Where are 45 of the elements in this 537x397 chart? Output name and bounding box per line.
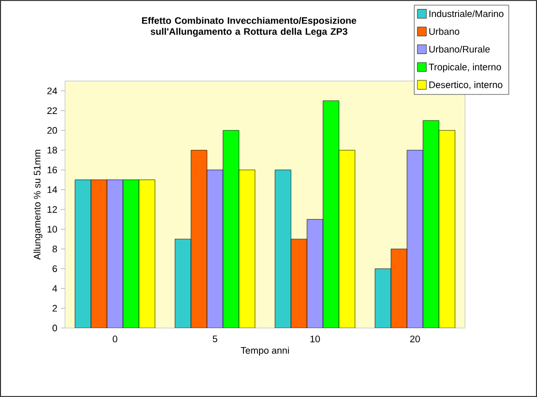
y-tick-label: 20 <box>47 127 58 134</box>
y-tick-label: 6 <box>52 265 57 272</box>
bar <box>406 150 424 328</box>
x-tick-label: 5 <box>212 336 218 342</box>
y-tick-label: 2 <box>52 304 57 312</box>
legend-label: Desertico, interno <box>429 81 502 90</box>
y-axis-title: Allungamento % su 51mm <box>34 150 42 260</box>
y-tick-label: 0 <box>52 324 58 332</box>
bar <box>438 130 456 328</box>
legend-label: Urbano <box>429 28 460 35</box>
bar <box>290 238 308 328</box>
y-tick-label: 10 <box>48 226 58 233</box>
bar <box>274 170 292 328</box>
x-tick-label: 0 <box>112 336 118 342</box>
bar <box>75 180 92 328</box>
bar <box>374 268 392 328</box>
bar <box>206 170 224 328</box>
bar <box>91 180 108 328</box>
bar <box>107 180 124 328</box>
bar <box>222 130 240 328</box>
bar <box>338 150 356 328</box>
bar <box>306 219 324 328</box>
legend-label: Industriale/Marino <box>429 10 504 18</box>
x-axis-title: Tempo anni <box>240 346 289 356</box>
y-tick-label: 12 <box>48 206 57 213</box>
x-tick-label: 10 <box>310 336 320 342</box>
bar <box>190 150 208 328</box>
y-tick-label: 16 <box>48 166 57 174</box>
chart-title: Effetto Combinato Invecchiamento/Esposizione sull'Allungamento a Rottura della Lega ZP3 <box>142 16 356 37</box>
y-tick-label: 24 <box>47 88 58 94</box>
y-tick-label: 18 <box>48 146 57 154</box>
bar <box>139 180 156 328</box>
y-tick-label: 4 <box>52 285 58 292</box>
bar <box>238 170 256 328</box>
y-tick-label: 8 <box>52 246 57 252</box>
x-tick-label: 20 <box>410 336 420 342</box>
bar <box>123 180 140 328</box>
bar <box>422 120 440 328</box>
legend-label: Urbano/Rurale <box>429 46 490 53</box>
bar <box>322 100 340 328</box>
bar <box>390 248 408 328</box>
bar <box>174 238 192 328</box>
legend-label: Tropicale, interno <box>428 63 501 72</box>
y-tick-label: 22 <box>47 107 57 114</box>
y-tick-label: 14 <box>48 186 58 193</box>
